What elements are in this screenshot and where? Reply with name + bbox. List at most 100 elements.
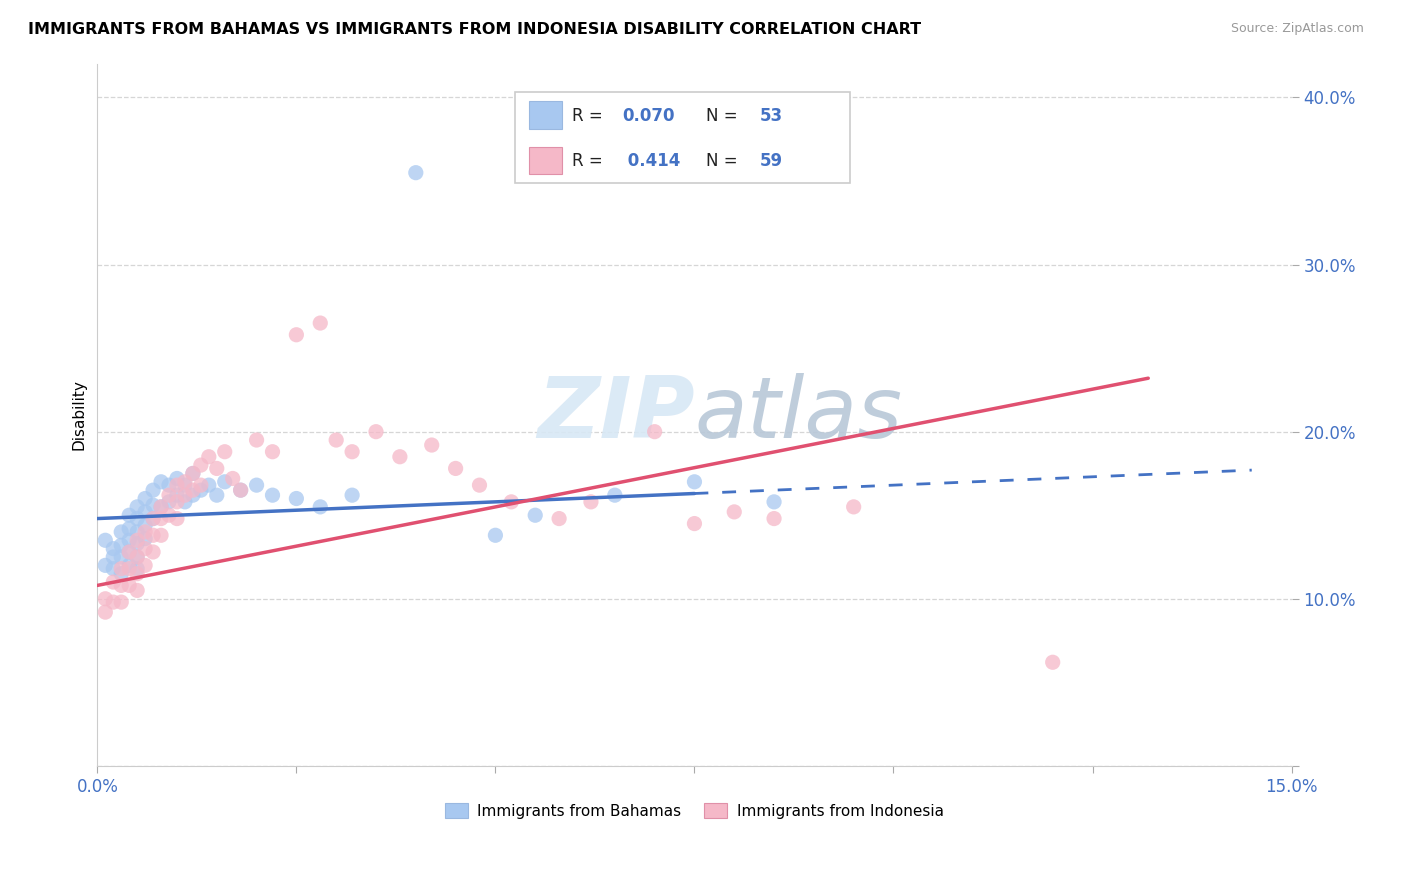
Point [683,516,706,531]
Point [174,475,197,489]
Point [174,478,197,492]
Point [150,528,173,542]
Point [134,505,156,519]
Point [181,467,204,481]
Point [142,528,165,542]
Point [134,524,156,539]
Point [190,478,212,492]
Point [134,558,156,573]
Point [262,444,284,458]
Point [198,478,221,492]
Point [166,511,188,525]
Point [127,549,149,564]
Text: Source: ZipAtlas.com: Source: ZipAtlas.com [1230,22,1364,36]
Point [683,475,706,489]
Point [134,541,156,556]
Point [157,495,180,509]
Point [150,511,173,525]
Point [118,578,141,592]
Point [309,500,332,514]
Point [127,536,149,550]
Point [94,591,117,606]
Point [181,483,204,498]
Point [150,475,173,489]
Point [190,483,212,498]
Point [420,438,443,452]
Point [222,471,245,485]
Legend: Immigrants from Bahamas, Immigrants from Indonesia: Immigrants from Bahamas, Immigrants from… [439,797,949,825]
Point [190,458,212,472]
Point [118,562,141,576]
Point [245,478,267,492]
Point [364,425,387,439]
Point [127,533,149,548]
Point [134,491,156,506]
Point [763,495,786,509]
Point [644,425,666,439]
Point [388,450,411,464]
Point [405,166,427,180]
Point [842,500,865,514]
Point [1042,655,1064,669]
Point [103,595,125,609]
Point [103,541,125,556]
Point [763,511,786,525]
Point [127,524,149,539]
Point [110,562,132,576]
Y-axis label: Disability: Disability [72,379,86,450]
Point [118,558,141,573]
Point [110,578,132,592]
Point [142,511,165,525]
Point [174,495,197,509]
Point [103,562,125,576]
Point [94,605,117,619]
Point [103,575,125,590]
Point [181,488,204,502]
Point [205,488,228,502]
Point [174,488,197,502]
Point [501,495,523,509]
Point [150,500,173,514]
Point [110,566,132,581]
Point [229,483,252,498]
Point [110,549,132,564]
Point [110,524,132,539]
Point [110,538,132,552]
Point [118,545,141,559]
Point [214,475,236,489]
Point [340,444,363,458]
Point [157,478,180,492]
Point [325,433,347,447]
Point [127,549,149,564]
Point [118,522,141,536]
Point [340,488,363,502]
Point [94,533,117,548]
Point [181,467,204,481]
Point [127,500,149,514]
Point [198,450,221,464]
Point [603,488,626,502]
Point [166,488,188,502]
Point [285,327,308,342]
Point [142,511,165,525]
Point [214,444,236,458]
Point [118,508,141,523]
Point [157,508,180,523]
Point [110,595,132,609]
Point [142,483,165,498]
Point [723,505,745,519]
Point [166,495,188,509]
Point [127,562,149,576]
Point [444,461,467,475]
Point [118,545,141,559]
Point [157,488,180,502]
Point [127,583,149,598]
Point [127,511,149,525]
Point [262,488,284,502]
Text: atlas: atlas [695,374,903,457]
Point [579,495,602,509]
Point [166,471,188,485]
Point [127,566,149,581]
Point [484,528,506,542]
Point [468,478,491,492]
